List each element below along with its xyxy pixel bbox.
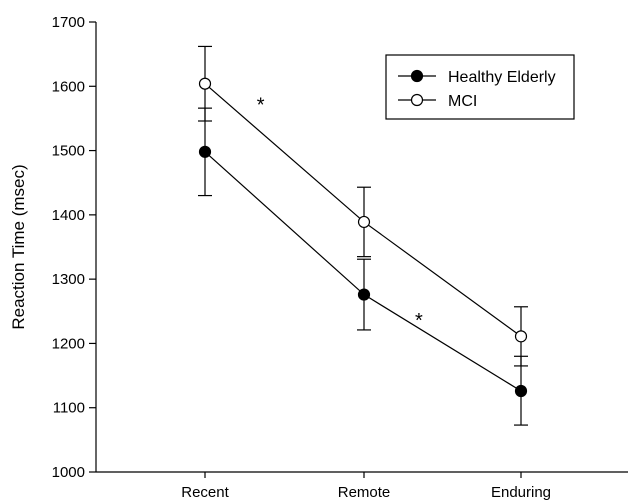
x-tick-labels: Recent Remote Enduring [181,484,551,501]
y-tick-label: 1300 [52,271,85,288]
x-tick-label: Remote [338,484,391,501]
legend-box [385,54,575,120]
data-point [357,215,371,229]
y-axis-label: Reaction Time (msec) [9,164,28,329]
series-1 [198,45,528,367]
y-tick-label: 1600 [52,78,85,95]
data-point [198,77,212,90]
x-tick-label: Recent [181,484,229,501]
data-point [514,384,528,398]
annotations: ** [257,95,423,332]
y-tick-label: 1500 [52,143,85,160]
data-point [198,145,212,158]
data-point [357,288,371,301]
x-tick-label: Enduring [491,484,551,501]
legend: Healthy Elderly MCI [385,54,575,120]
legend-marker [410,69,424,83]
y-tick-label: 1200 [52,335,85,352]
data-point [514,330,528,343]
significance-marker: * [257,95,265,117]
y-tick-labels: 1000 1100 1200 1300 1400 1500 1600 1700 [52,14,85,481]
series-layer [198,45,528,426]
legend-label: Healthy Elderly [448,69,556,86]
significance-marker: * [415,310,423,332]
y-tick-label: 1400 [52,207,85,224]
y-tick-label: 1700 [52,14,85,31]
series-0 [198,107,528,426]
axes [89,21,628,478]
legend-label: MCI [448,93,477,110]
y-tick-label: 1100 [53,400,85,417]
legend-marker [410,93,424,107]
y-tick-label: 1000 [52,464,85,481]
